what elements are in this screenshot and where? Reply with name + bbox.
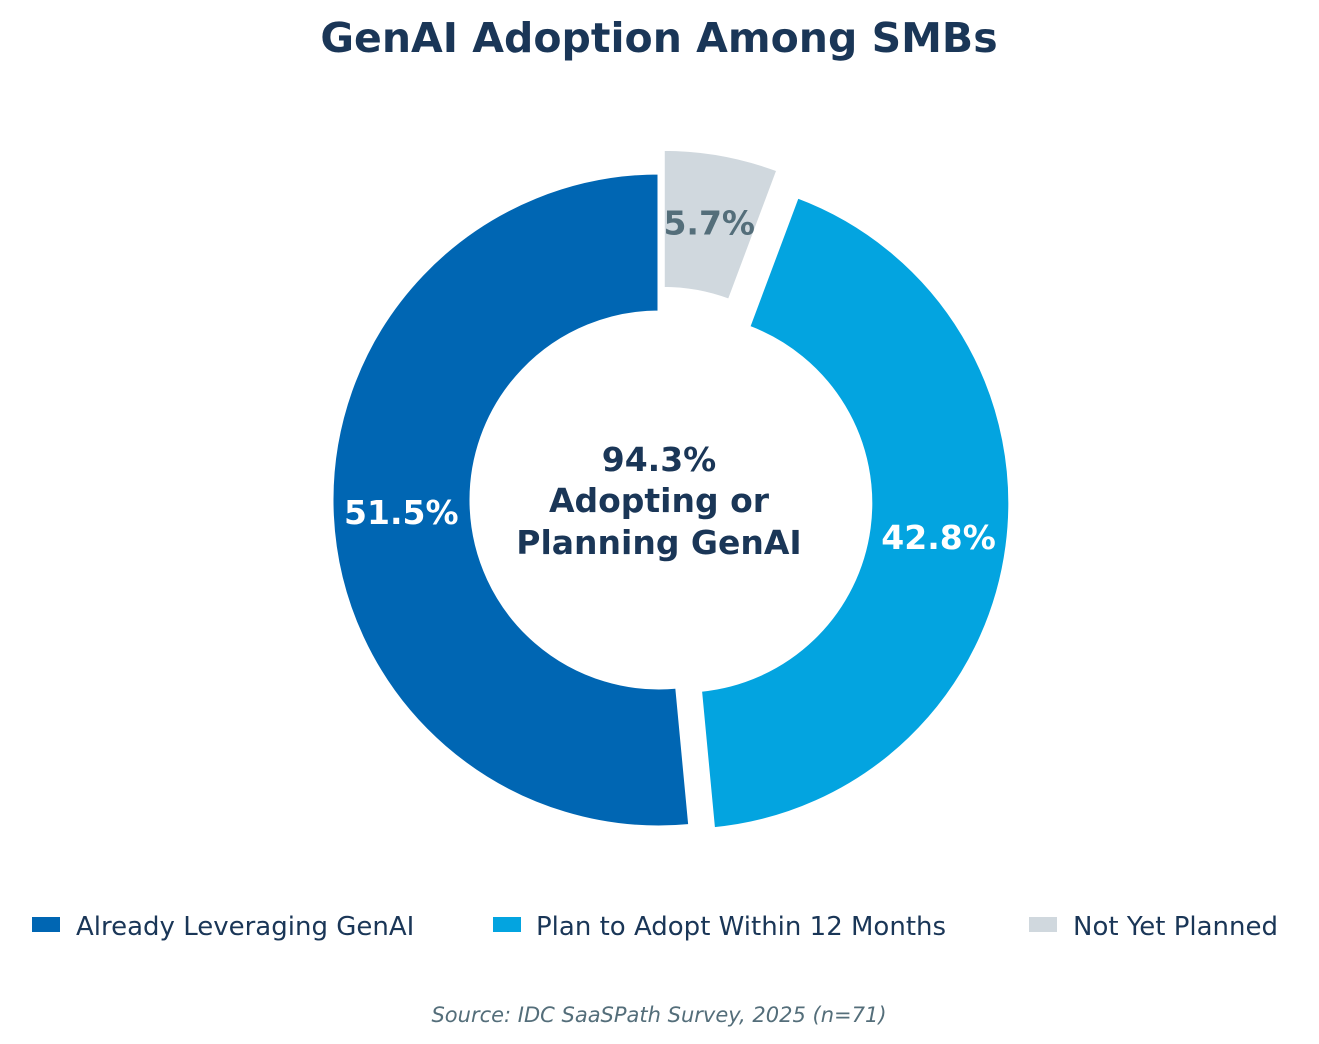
slice-label-already-leveraging-genai: 51.5% (344, 493, 459, 532)
legend-label-plan-to-adopt: Plan to Adopt Within 12 Months (536, 912, 946, 942)
center-line-2: Adopting or (549, 481, 770, 520)
legend-label-already-leveraging: Already Leveraging GenAI (76, 912, 414, 942)
slice-already-leveraging-genai (330, 171, 692, 829)
source-note: Source: IDC SaaSPath Survey, 2025 (n=71) (431, 1003, 886, 1027)
slice-plan-to-adopt-within-12-months (698, 194, 1012, 831)
legend-label-not-yet-planned: Not Yet Planned (1073, 912, 1278, 942)
center-value: 94.3% (602, 440, 717, 479)
center-line-3: Planning GenAI (516, 523, 801, 562)
chart-title: GenAI Adoption Among SMBs (320, 14, 997, 62)
legend-swatch-not-yet-planned (1029, 917, 1057, 932)
legend-swatch-plan-to-adopt (493, 917, 521, 932)
slice-not-yet-planned (661, 147, 780, 303)
legend: Already Leveraging GenAI Plan to Adopt W… (32, 912, 1278, 942)
slice-labels: 5.7% 42.8% 51.5% (344, 204, 996, 558)
slice-label-not-yet-planned: 5.7% (663, 204, 755, 243)
legend-swatch-already-leveraging (32, 917, 60, 932)
donut-slices (330, 147, 1012, 831)
center-text: 94.3% Adopting or Planning GenAI (516, 440, 801, 562)
slice-label-plan-to-adopt-within-12-months: 42.8% (881, 518, 996, 557)
